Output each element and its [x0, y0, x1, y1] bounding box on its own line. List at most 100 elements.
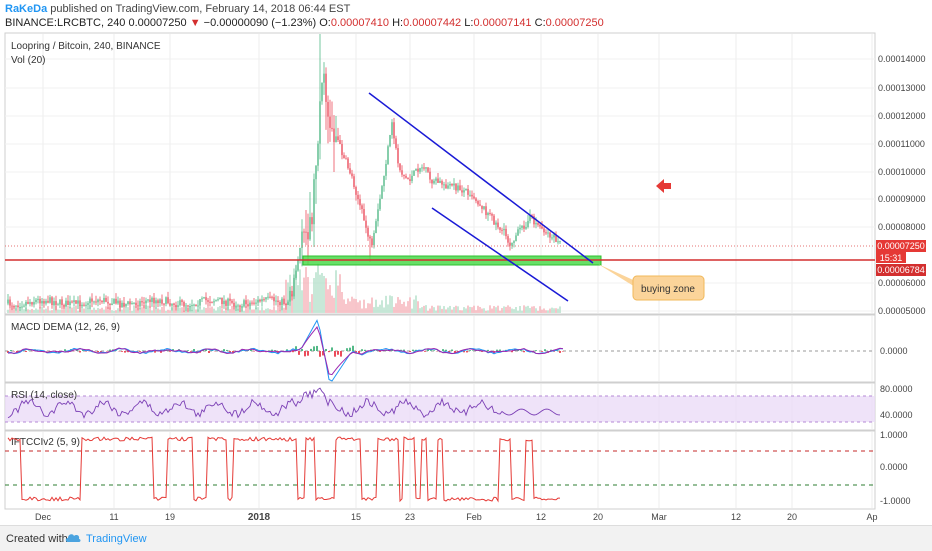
volume-bar: [379, 305, 381, 313]
candle-body: [379, 199, 380, 210]
volume-bar: [217, 307, 219, 313]
y-tick-label: 0.00012000: [878, 111, 926, 121]
volume-bar: [43, 309, 45, 313]
macd-histogram-bar: [430, 350, 432, 351]
candle-body: [443, 184, 444, 185]
volume-bar: [51, 310, 53, 313]
volume-bar: [527, 306, 529, 313]
volume-bar: [27, 309, 29, 313]
volume-bar: [85, 307, 87, 313]
volume-bar: [121, 310, 123, 313]
candle-body: [131, 303, 132, 304]
volume-bar: [497, 306, 499, 313]
y-tick-label: 0.00008000: [878, 222, 926, 232]
volume-bar: [369, 304, 371, 313]
candle-body: [557, 241, 558, 242]
candle-body: [215, 300, 216, 301]
tradingview-brand[interactable]: TradingView: [86, 533, 147, 545]
candle-body: [177, 305, 178, 307]
volume-bar: [367, 303, 369, 313]
candle-body: [341, 144, 342, 155]
macd-histogram-bar: [451, 350, 453, 351]
volume-bar: [269, 309, 271, 313]
ift-pane[interactable]: [5, 431, 875, 509]
macd-histogram-bar: [520, 350, 522, 351]
macd-histogram-bar: [409, 351, 411, 352]
volume-bar: [535, 308, 537, 313]
macd-histogram-bar: [559, 351, 561, 353]
candle-body: [437, 179, 438, 183]
candle-body: [197, 306, 198, 307]
candle-body: [267, 297, 268, 298]
candle-body: [287, 302, 288, 305]
volume-bar: [7, 310, 9, 313]
candle-body: [299, 248, 300, 260]
volume-bar: [449, 306, 451, 313]
candle-body: [325, 74, 326, 102]
candle-body: [371, 238, 372, 245]
candle-body: [441, 181, 442, 185]
macd-tick-0: 0.0000: [880, 346, 908, 356]
macd-histogram-bar: [208, 351, 210, 353]
x-tick-label: 2018: [248, 512, 271, 523]
volume-bar: [525, 307, 527, 313]
volume-bar: [377, 307, 379, 313]
candle-body: [255, 303, 256, 304]
volume-bar: [257, 307, 259, 313]
volume-bar: [71, 308, 73, 313]
volume-bar: [299, 269, 301, 313]
volume-bar: [483, 308, 485, 313]
candle-body: [453, 184, 454, 186]
volume-bar: [73, 307, 75, 313]
candle-body: [503, 229, 504, 230]
candle-body: [261, 299, 262, 301]
volume-bar: [131, 311, 133, 313]
x-tick-label: 20: [593, 512, 603, 522]
candle-body: [9, 300, 10, 306]
candle-body: [427, 167, 428, 171]
candle-body: [61, 299, 62, 305]
candle-body: [511, 243, 512, 246]
macd-histogram-bar: [79, 351, 81, 352]
volume-bar: [447, 308, 449, 313]
candle-body: [13, 306, 14, 307]
candle-body: [479, 204, 480, 205]
x-tick-label: 11: [109, 512, 118, 522]
volume-bar: [127, 307, 129, 313]
volume-bar: [301, 290, 303, 313]
volume-bar: [147, 306, 149, 313]
candle-body: [217, 299, 218, 300]
volume-bar: [469, 307, 471, 313]
tradingview-cloud-icon: [64, 530, 82, 544]
volume-bar: [515, 307, 517, 313]
volume-bar: [101, 308, 103, 313]
candle-body: [501, 230, 502, 231]
volume-bar: [557, 309, 559, 313]
candle-body: [391, 122, 392, 135]
volume-bar: [403, 302, 405, 313]
macd-histogram-bar: [334, 351, 336, 357]
volume-bar: [341, 292, 343, 313]
volume-bar: [489, 305, 491, 313]
candle-body: [279, 302, 280, 305]
candle-body: [69, 301, 70, 305]
volume-bar: [277, 308, 279, 313]
volume-bar: [319, 275, 321, 313]
chart-canvas[interactable]: buying zone Loopring / Bitcoin, 240, BIN…: [0, 0, 932, 525]
candle-body: [111, 304, 112, 305]
candle-body: [227, 299, 228, 306]
volume-bar: [115, 310, 117, 313]
main-pane[interactable]: [5, 33, 875, 314]
candle-body: [319, 101, 320, 143]
volume-bar: [509, 307, 511, 313]
candle-body: [141, 301, 142, 302]
volume-bar: [499, 311, 501, 313]
candle-body: [429, 172, 430, 180]
candle-body: [221, 298, 222, 304]
candle-body: [283, 299, 284, 304]
volume-bar: [317, 264, 319, 313]
candle-body: [487, 213, 488, 215]
volume-bar: [417, 301, 419, 313]
macd-pane[interactable]: [5, 315, 875, 382]
macd-histogram-bar: [541, 351, 543, 352]
